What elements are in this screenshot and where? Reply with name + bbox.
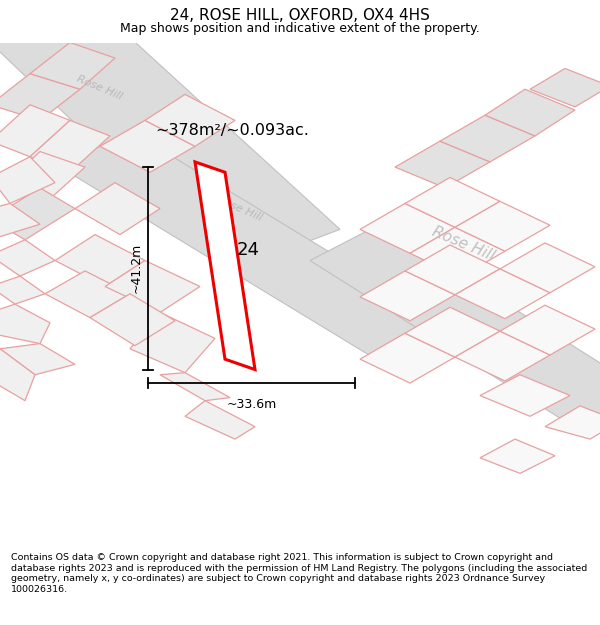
Polygon shape <box>0 240 55 276</box>
Polygon shape <box>0 203 40 240</box>
Polygon shape <box>55 234 145 286</box>
Polygon shape <box>530 69 600 107</box>
Polygon shape <box>360 203 455 253</box>
Polygon shape <box>195 162 255 369</box>
Polygon shape <box>160 372 230 401</box>
Polygon shape <box>0 157 55 203</box>
Polygon shape <box>410 228 505 277</box>
Text: Contains OS data © Crown copyright and database right 2021. This information is : Contains OS data © Crown copyright and d… <box>11 554 587 594</box>
Polygon shape <box>90 294 175 346</box>
Polygon shape <box>0 349 35 401</box>
Polygon shape <box>0 1 340 271</box>
Polygon shape <box>310 224 600 437</box>
Text: ~41.2m: ~41.2m <box>130 243 143 294</box>
Polygon shape <box>405 177 500 227</box>
Polygon shape <box>440 115 535 162</box>
Polygon shape <box>30 42 115 89</box>
Text: 24, ROSE HILL, OXFORD, OX4 4HS: 24, ROSE HILL, OXFORD, OX4 4HS <box>170 8 430 22</box>
Polygon shape <box>100 121 195 172</box>
Text: Map shows position and indicative extent of the property.: Map shows position and indicative extent… <box>120 22 480 35</box>
Polygon shape <box>0 344 75 375</box>
Polygon shape <box>480 439 555 473</box>
Polygon shape <box>0 74 80 121</box>
Polygon shape <box>45 271 130 318</box>
Polygon shape <box>75 182 160 234</box>
Polygon shape <box>455 331 550 381</box>
Polygon shape <box>185 401 255 439</box>
Polygon shape <box>105 261 200 312</box>
Polygon shape <box>0 105 70 157</box>
Polygon shape <box>30 121 110 172</box>
Polygon shape <box>455 201 550 251</box>
Polygon shape <box>395 141 490 188</box>
Polygon shape <box>500 305 595 355</box>
Polygon shape <box>455 269 550 319</box>
Text: Rose Hill: Rose Hill <box>215 195 263 223</box>
Text: ~378m²/~0.093ac.: ~378m²/~0.093ac. <box>155 123 309 138</box>
Polygon shape <box>405 308 500 357</box>
Polygon shape <box>0 151 85 203</box>
Polygon shape <box>0 188 75 240</box>
Polygon shape <box>545 406 600 439</box>
Polygon shape <box>405 245 500 295</box>
Polygon shape <box>480 375 570 416</box>
Polygon shape <box>360 333 455 383</box>
Polygon shape <box>130 312 215 372</box>
Text: Rose Hill: Rose Hill <box>430 224 497 264</box>
Polygon shape <box>0 276 45 304</box>
Polygon shape <box>60 131 480 380</box>
Text: 24: 24 <box>236 241 260 259</box>
Polygon shape <box>500 243 595 292</box>
Polygon shape <box>145 94 235 146</box>
Polygon shape <box>485 89 575 136</box>
Polygon shape <box>360 271 455 321</box>
Text: ~33.6m: ~33.6m <box>226 398 277 411</box>
Polygon shape <box>0 304 50 344</box>
Text: Rose Hill: Rose Hill <box>75 74 124 102</box>
